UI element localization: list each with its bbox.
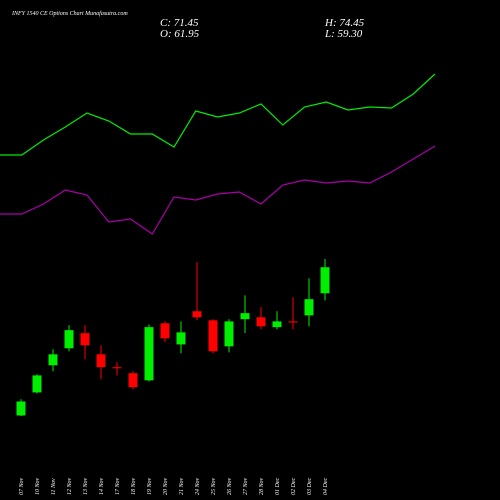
indicator-line: [0, 145, 436, 235]
x-tick-label: 02 Dec: [291, 478, 297, 495]
close-label: C: 71.45: [160, 17, 199, 29]
open-label: O: 61.95: [160, 28, 200, 40]
candle-body: [80, 333, 90, 346]
candle-body: [112, 367, 122, 369]
indicator-line: [0, 73, 436, 156]
x-tick-label: 07 Nov: [19, 477, 25, 495]
x-tick-label: 28 Nov: [259, 477, 265, 495]
x-tick-label: 26 Nov: [227, 477, 233, 495]
candle-body: [48, 354, 58, 366]
x-tick-label: 12 Nov: [67, 477, 73, 495]
candle-body: [240, 313, 250, 320]
x-tick-label: 20 Nov: [163, 477, 169, 495]
candle-body: [208, 320, 218, 352]
x-tick-label: 03 Dec: [307, 478, 313, 495]
x-tick-label: 01 Dec: [275, 478, 281, 495]
candle-body: [96, 354, 106, 368]
candle-body: [272, 321, 282, 328]
x-tick-label: 13 Nov: [83, 477, 89, 495]
candle-body: [128, 373, 138, 388]
x-tick-label: 18 Nov: [131, 477, 137, 495]
candle-body: [160, 323, 170, 339]
candle-body: [32, 375, 42, 393]
x-tick-label: 27 Nov: [243, 477, 249, 495]
x-tick-label: 17 Nov: [115, 477, 121, 495]
candle-body: [176, 332, 186, 345]
x-tick-label: 10 Nov: [35, 477, 41, 495]
high-label: H: 74.45: [324, 17, 365, 29]
low-label: L: 59.30: [324, 28, 363, 40]
x-tick-label: 25 Nov: [211, 477, 217, 495]
x-tick-label: 21 Nov: [179, 477, 185, 495]
chart-title: INFY 1540 CE Options Chart Munafasutra.c…: [11, 10, 128, 17]
candle-body: [288, 321, 298, 323]
x-tick-label: 24 Nov: [194, 477, 201, 495]
candle-body: [224, 321, 234, 347]
x-tick-label: 04 Dec: [322, 478, 329, 495]
candle-body: [16, 401, 26, 416]
candle-body: [320, 267, 330, 294]
x-tick-label: 14 Nov: [98, 477, 105, 495]
candle-body: [256, 317, 266, 327]
candle-body: [64, 330, 74, 349]
candle-body: [304, 299, 314, 316]
x-tick-label: 19 Nov: [147, 477, 153, 495]
candle-body: [192, 311, 202, 318]
x-tick-label: 11 Nov: [51, 478, 57, 495]
candle-body: [144, 327, 154, 381]
